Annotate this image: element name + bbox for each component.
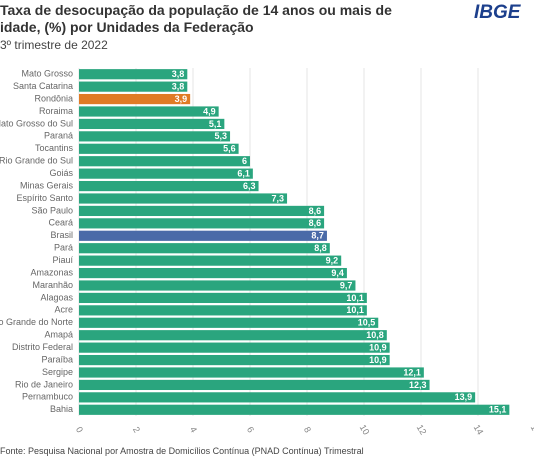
data-label: 10,8 [366,330,384,340]
bar [79,81,188,92]
data-label: 10,9 [369,343,387,353]
bar [79,168,253,179]
x-tick-label: 14 [472,423,486,437]
y-tick-label: São Paulo [31,205,73,215]
bar [79,106,219,117]
bar [79,230,327,241]
bar [79,180,259,192]
bar [79,205,325,217]
bar [79,69,188,80]
bar [79,305,367,316]
source-note: Fonte: Pesquisa Nacional por Amostra de … [0,446,364,456]
y-tick-label: Bahia [50,404,73,414]
bar [79,267,347,279]
data-label: 10,5 [358,318,376,328]
bar [79,156,250,167]
bar [79,218,325,229]
y-tick-label: Espírito Santo [16,193,73,203]
y-tick-label: Pará [54,243,73,253]
y-tick-label: Goiás [49,168,73,178]
chart: 0 2 4 6 8 10 12 14 16 Mato Grosso 3,8 Santa Catarin… [0,68,534,437]
y-tick-label: Ceará [48,218,73,228]
bar [79,379,430,391]
bar [79,367,424,378]
data-label: 10,1 [346,305,364,315]
data-label: 8,6 [309,206,322,216]
y-tick-label: Distrito Federal [12,342,73,352]
bar [79,118,225,130]
data-label: 3,9 [175,94,188,104]
bar [79,255,342,266]
x-tick-label: 12 [415,423,429,437]
data-label: 15,1 [489,405,507,415]
y-tick-label: Rondônia [34,93,73,103]
bar [79,193,288,204]
data-label: 9,7 [340,280,353,290]
data-label: 5,1 [209,119,222,129]
data-label: 6 [242,156,247,166]
bar [79,404,510,415]
bar [79,342,390,353]
data-label: 12,3 [409,380,427,390]
y-tick-label: Rio Grande do Sul [0,156,73,166]
bar [79,330,387,341]
y-tick-label: Sergipe [42,367,73,377]
y-tick-label: Amazonas [30,267,73,277]
y-tick-label: Piauí [52,255,73,265]
bar [79,292,367,304]
data-label: 5,3 [215,131,228,141]
bar [79,317,379,328]
data-label: 8,7 [311,231,324,241]
data-label: 10,1 [346,293,364,303]
y-tick-label: Tocantins [35,143,74,153]
bar [79,280,356,291]
data-label: 8,8 [314,243,327,253]
logo: IBGE [474,2,521,23]
bar [79,392,476,403]
x-tick-label: 10 [358,423,372,437]
x-tick-label: 16 [529,423,534,437]
data-label: 9,2 [326,256,339,266]
x-tick-label: 6 [245,425,256,434]
y-tick-label: Maranhão [32,280,73,290]
y-tick-label: Rio Grande do Norte [0,317,73,327]
x-tick-label: 2 [131,425,142,434]
data-label: 6,3 [243,181,256,191]
y-tick-label: Brasil [50,230,73,240]
x-tick-label: 8 [302,425,313,434]
data-label: 7,3 [272,193,285,203]
data-label: 13,9 [455,392,473,402]
bar [79,243,330,254]
chart-subtitle: 3º trimestre de 2022 [0,38,108,52]
data-label: 9,4 [331,268,344,278]
bar [79,143,239,154]
y-tick-label: Paraíba [41,354,73,364]
y-tick-label: Pernambuco [22,392,73,402]
bar [79,93,191,105]
chart-title: Taxa de desocupação da população de 14 a… [0,2,392,35]
bar [79,354,390,366]
y-tick-label: Mato Grosso do Sul [0,118,73,128]
data-label: 4,9 [203,106,216,116]
data-label: 8,6 [309,218,322,228]
data-label: 3,8 [172,69,185,79]
y-tick-label: Alagoas [40,292,73,302]
data-label: 5,6 [223,144,236,154]
y-tick-label: Santa Catarina [13,81,73,91]
y-tick-label: Minas Gerais [20,180,74,190]
y-tick-label: Paraná [44,131,73,141]
x-tick-label: 4 [188,425,199,434]
data-label: 12,1 [403,367,421,377]
x-tick-label: 0 [74,425,85,434]
y-tick-label: Amapá [44,330,73,340]
data-label: 6,1 [237,169,250,179]
data-label: 10,9 [369,355,387,365]
bar [79,131,231,142]
y-tick-label: Acre [54,305,73,315]
y-tick-label: Mato Grosso [21,69,73,79]
y-tick-label: Roraima [39,106,73,116]
data-label: 3,8 [172,82,185,92]
y-tick-label: Rio de Janeiro [15,379,73,389]
